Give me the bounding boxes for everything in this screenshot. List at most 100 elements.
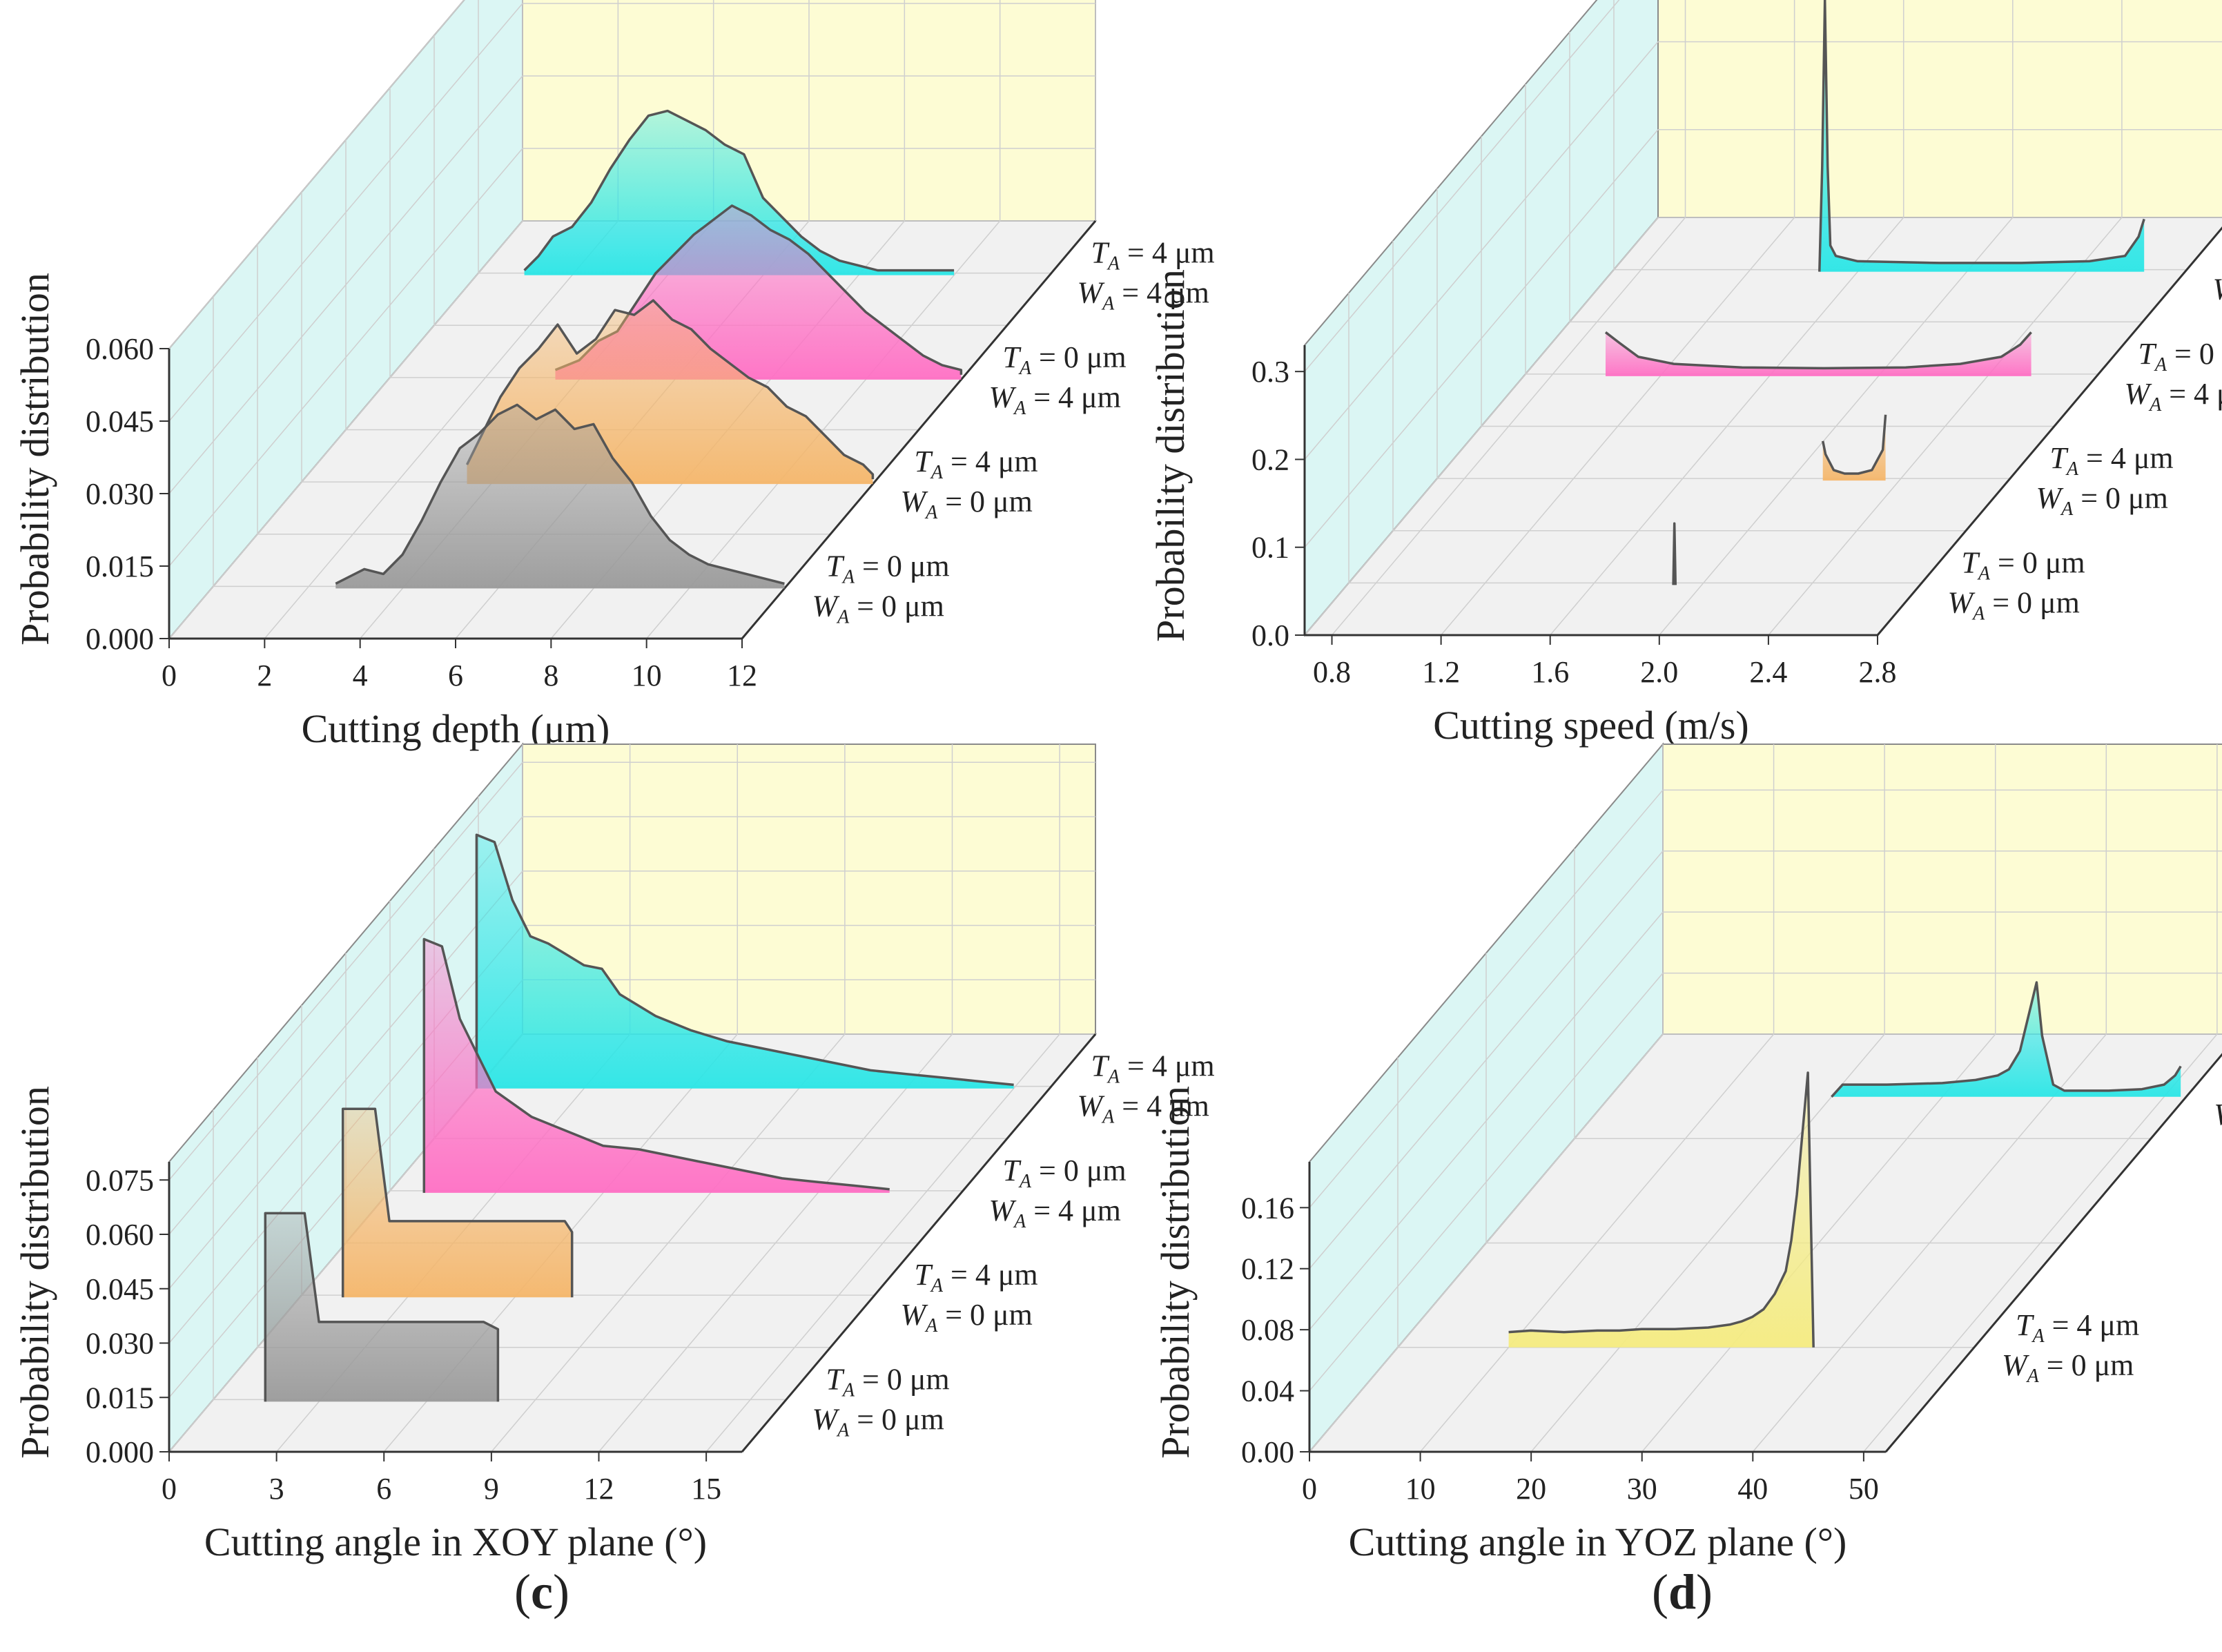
series-label-w: WA = 0 μm [812,1402,944,1441]
x-tick-label: 0 [162,659,177,692]
series-line [335,403,785,585]
series-label-w: WA = 4 μm [2124,377,2222,416]
x-tick-label: 2.4 [1749,655,1787,689]
x-tick-label: 2.8 [1859,655,1897,689]
back-wall [1657,0,2222,218]
series-area [476,835,1014,1089]
y-axis-title: Probability distribution [12,1086,57,1459]
series-label-t: TA = 4 μm [1091,1049,1214,1088]
series-label-t: TA = 4 μm [1091,236,1214,275]
x-tick-label: 0 [162,1472,177,1506]
x-tick-label: 3 [269,1472,284,1506]
series-label-t: TA = 0 μm [1002,340,1126,379]
x-axis-title: Cutting angle in YOZ plane (°) [1349,1519,1847,1564]
x-tick-label: 40 [1737,1472,1768,1506]
y-tick-label: 0.1 [1251,531,1289,565]
series-line [1604,331,2032,370]
depth-axis [1884,1053,2222,1452]
y-tick-label: 0.060 [86,1218,154,1252]
depth-axis [741,1033,1097,1452]
series-line [341,1107,574,1298]
depth-axis [1876,226,2222,636]
x-tick-label: 10 [1405,1472,1436,1506]
series-line [475,833,1014,1089]
y-tick-label: 0.015 [86,550,154,583]
series-area [524,110,955,275]
y-tick-label: 0.015 [86,1381,154,1415]
x-tick-label: 9 [484,1472,499,1506]
y-tick-label: 0.2 [1251,443,1289,476]
series-label-w: WA = 0 μm [900,485,1032,523]
series-label-t: TA = 0 μm [826,1362,949,1401]
series-label-w: WA = 4 μm [988,380,1120,419]
grid-lines [1304,0,2222,636]
y-tick-label: 0.000 [86,622,154,656]
y-tick-label: 0.030 [86,1327,154,1361]
x-tick-label: 6 [376,1472,391,1506]
y-tick-label: 0.00 [1241,1435,1294,1469]
panel-a: 0 2 4 6 8 10 120.0000.0150.0300.0450.060Cuttin… [12,0,1215,805]
y-tick-label: 0.030 [86,477,154,511]
x-tick-label: 10 [632,659,662,692]
x-tick-label: 20 [1516,1472,1546,1506]
series-area [342,1109,572,1298]
series-area [1606,332,2031,376]
back-wall [1662,744,2222,1035]
x-tick-label: 15 [691,1472,721,1506]
x-tick-label: 0.8 [1313,655,1351,689]
series-line [264,1212,500,1402]
y-tick-label: 0.045 [86,1272,154,1306]
x-tick-label: 50 [1849,1472,1879,1506]
panel-caption: (d) [1652,1564,1713,1620]
x-tick-label: 1.2 [1422,655,1460,689]
x-tick-label: 8 [543,659,558,692]
y-axis-title: Probability distribution [1148,269,1193,642]
series-label-w: WA = 4 μm [1077,1089,1209,1128]
x-tick-label: 12 [584,1472,614,1506]
y-tick-label: 0.045 [86,405,154,438]
grid-lines [1309,744,2222,1452]
y-tick-label: 0.060 [86,332,154,366]
series-label-t: TA = 4 μm [2016,1308,2139,1347]
series-label-t: TA = 0 μm [1961,545,2085,584]
series-label-t: TA = 0 μm [2138,337,2222,376]
series-label-w: WA = 4 μm [2212,273,2222,311]
x-tick-label: 6 [448,659,463,692]
x-tick-label: 1.6 [1531,655,1569,689]
series-label-w: WA = 0 μm [2036,481,2167,520]
series-label-t: TA = 4 μm [2049,441,2173,480]
panel-b: 0.8 1.2 1.6 2.0 2.4 2.8 0.0 0.1 0.2 0.3 Cutting sp… [1148,0,2222,805]
y-tick-label: 0.3 [1251,355,1289,389]
series-label-w: WA = 4 μm [1077,276,1209,315]
y-tick-label: 0.04 [1241,1374,1294,1408]
x-tick-label: 2.0 [1640,655,1678,689]
series-line [422,937,890,1193]
series-line [523,109,955,272]
x-tick-label: 0 [1302,1472,1317,1506]
series-area [265,1213,498,1402]
series-label-t: TA = 4 μm [914,1258,1037,1296]
series-label-w: WA = 0 μm [812,589,944,628]
panel-c: 0 3 6 9 12 15 0.000 0.015 0.030 0.045 0.060 0.075 Cu… [12,742,1215,1620]
series-label-t: TA = 4 μm [914,445,1037,483]
panel-d: 0 10 20 30 40 50 0.00 0.04 0.08 0.12 0.16 Cutting a… [1153,742,2222,1620]
series-line [1508,1071,1815,1348]
x-tick-label: 30 [1627,1472,1657,1506]
series-line [1672,522,1677,585]
series-label-t: TA = 0 μm [1002,1154,1126,1192]
y-tick-label: 0.12 [1241,1252,1294,1286]
x-axis-title: Cutting angle in XOY plane (°) [204,1519,707,1564]
series-area [1508,1072,1814,1348]
series-area [424,939,890,1193]
x-tick-label: 4 [353,659,368,692]
y-tick-label: 0.075 [86,1163,154,1197]
series-label-w: WA = 0 μm [1947,585,2079,624]
x-axis-title: Cutting speed (m/s) [1433,703,1749,748]
y-tick-label: 0.16 [1241,1191,1294,1225]
series-line [465,299,875,480]
y-tick-label: 0.000 [86,1435,154,1469]
x-tick-label: 2 [257,659,272,692]
series-label-t: TA = 0 μm [826,549,949,587]
series-label-w: WA = 4 μm [988,1194,1120,1232]
